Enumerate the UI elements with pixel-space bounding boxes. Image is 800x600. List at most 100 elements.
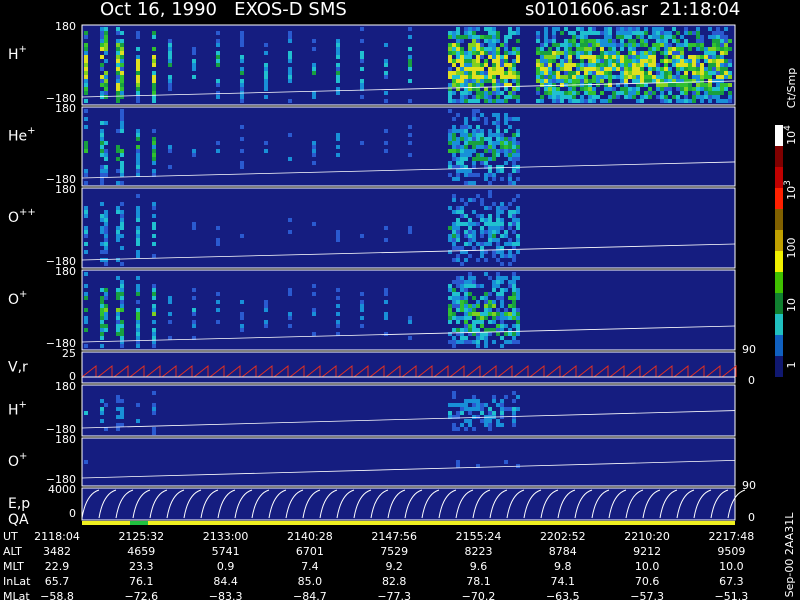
velocity-trace [289,364,305,378]
spectrum-cell [264,51,268,55]
spectrum-cell [168,79,172,83]
spectrum-cell [632,59,636,63]
spectrum-cell [628,51,632,55]
spectrum-cell [604,43,608,47]
spectrum-cell [168,320,172,324]
spectrum-cell [460,340,464,344]
spectrum-cell [100,399,104,403]
spectrum-cell [472,276,476,280]
spectrum-cell [472,403,476,407]
spectrum-cell [684,99,688,103]
spectrum-cell [100,133,104,137]
spectrum-cell [460,336,464,340]
spectrum-cell [484,149,488,153]
spectrum-cell [360,39,364,43]
spectrum-cell [460,95,464,99]
spectrum-cell [104,79,108,83]
spectrum-cell [480,63,484,67]
spectrum-cell [640,79,644,83]
spectrum-cell [492,27,496,31]
spectrum-cell [460,332,464,336]
spectrum-cell [724,47,728,51]
spectrum-cell [360,308,364,312]
spectrum-cell [500,149,504,153]
spectrum-cell [476,39,480,43]
spectrum-cell [84,31,88,35]
spectrum-cell [120,411,124,415]
spectrum-cell [456,411,460,415]
spectrum-cell [504,137,508,141]
spectrum-cell [716,87,720,91]
spectrum-cell [104,173,108,177]
spectrum-cell [104,157,108,161]
spectrum-cell [704,67,708,71]
spectrum-cell [616,67,620,71]
spectrum-cell [240,125,244,129]
spectrum-cell [472,312,476,316]
spectrum-cell [592,99,596,103]
spectrum-cell [660,51,664,55]
file-stamp: s0101606.asr 21:18:04 [525,0,740,20]
spectrum-cell [120,210,124,214]
spectrum-cell [484,332,488,336]
spectrum-cell [512,246,516,250]
spectrum-cell [512,222,516,226]
spectrum-cell [152,145,156,149]
spectrum-cell [656,47,660,51]
spectrum-cell [168,336,172,340]
spectrum-cell [104,258,108,262]
spectrum-cell [680,75,684,79]
spectrum-cell [484,59,488,63]
spectrum-cell [84,67,88,71]
spectrum-cell [628,87,632,91]
spectrum-cell [512,31,516,35]
spectrum-cell [512,284,516,288]
spectrum-cell [84,226,88,230]
spectrum-cell [476,222,480,226]
spectrum-cell [584,63,588,67]
row-value: 3482 [43,545,71,558]
spectrum-cell [684,59,688,63]
spectrum-cell [556,75,560,79]
spectrum-cell [608,47,612,51]
spectrum-cell [472,117,476,121]
spectrum-cell [548,59,552,63]
spectrum-cell [452,194,456,198]
spectrum-cell [536,91,540,95]
spectrum-cell [672,55,676,59]
spectrum-cell [588,71,592,75]
spectrum-cell [516,99,520,103]
spectrum-cell [500,234,504,238]
spectrum-cell [468,234,472,238]
axis-bottom-label: −180 [46,92,76,105]
spectrum-cell [100,230,104,234]
spectrum-cell [716,39,720,43]
spectrum-cell [604,55,608,59]
spectrum-cell [120,125,124,129]
energy-sweep [591,489,610,519]
spectrum-cell [552,95,556,99]
spectrum-cell [136,226,140,230]
spectrum-cell [100,95,104,99]
spectrum-cell [504,113,508,117]
spectrum-cell [508,63,512,67]
spectrum-cell [460,157,464,161]
spectrum-cell [716,47,720,51]
spectrum-cell [600,71,604,75]
spectrum-cell [596,31,600,35]
spectrum-cell [152,169,156,173]
spectrum-cell [676,83,680,87]
spectrum-cell [492,71,496,75]
spectrum-cell [192,324,196,328]
spectrum-cell [636,79,640,83]
spectrum-cell [720,87,724,91]
spectrum-cell [512,296,516,300]
spectrum-cell [452,300,456,304]
spectrum-cell [152,391,156,395]
spectrum-cell [676,75,680,79]
spectrum-cell [508,262,512,266]
spectrum-cell [500,226,504,230]
spectrum-cell [676,55,680,59]
energy-sweep [81,489,100,519]
spectrum-cell [716,35,720,39]
